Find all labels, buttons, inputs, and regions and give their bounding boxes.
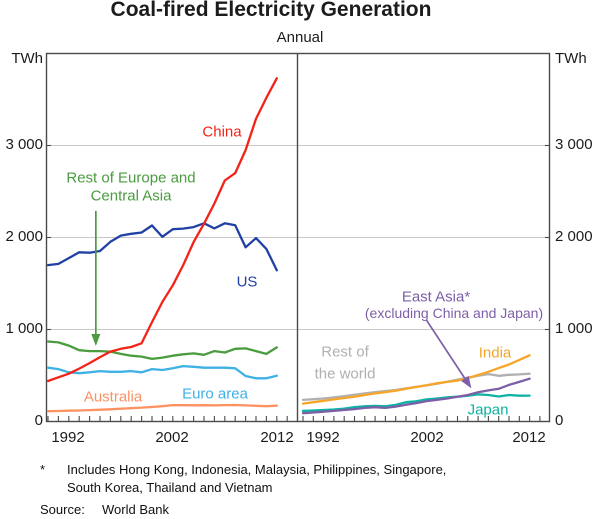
x-tick-label: 2002	[410, 429, 444, 446]
series-label-india: India	[478, 344, 512, 362]
footnote-marker: *	[40, 462, 46, 477]
y-tick-label: 1 000	[555, 320, 593, 337]
y-tick-label: 0	[34, 412, 43, 429]
x-tick-label: 2002	[155, 429, 189, 446]
series-label-east-asia-line1: East Asia*	[401, 288, 471, 306]
series-label-rest-world-line1: Rest of	[321, 343, 369, 361]
chart-subtitle: Annual	[276, 29, 324, 46]
series-label-japan: Japan	[467, 401, 509, 419]
series-label-rest-europe-line1: Rest of Europe and	[66, 169, 196, 187]
series-label-china: China	[202, 123, 242, 141]
footnote-line1: Includes Hong Kong, Indonesia, Malaysia,…	[67, 462, 447, 477]
y-axis-unit-left: TWh	[11, 50, 43, 67]
series-label-rest-world-line2: the world	[314, 365, 376, 383]
x-tick-label: 1992	[306, 429, 340, 446]
source-label: Source:	[40, 502, 85, 517]
y-tick-label: 3 000	[555, 136, 593, 153]
x-tick-label: 2012	[512, 429, 546, 446]
x-tick-label: 2012	[260, 429, 294, 446]
y-axis-unit-right: TWh	[555, 50, 587, 67]
series-label-us: US	[236, 273, 258, 291]
series-label-rest-europe-line2: Central Asia	[90, 187, 172, 205]
y-tick-label: 1 000	[5, 320, 43, 337]
chart-title: Coal-fired Electricity Generation	[110, 0, 432, 21]
footnote-text: Includes Hong Kong, Indonesia, Malaysia,…	[67, 461, 446, 497]
source-text: World Bank	[102, 502, 169, 517]
series-label-east-asia-line2: (excluding China and Japan)	[364, 305, 544, 321]
series-label-euro-area: Euro area	[182, 385, 248, 403]
y-tick-label: 2 000	[5, 228, 43, 245]
y-tick-label: 3 000	[5, 136, 43, 153]
footnote-line2: South Korea, Thailand and Vietnam	[67, 480, 273, 495]
x-tick-label: 1992	[51, 429, 85, 446]
y-tick-label: 0	[555, 412, 564, 429]
y-tick-label: 2 000	[555, 228, 593, 245]
series-label-australia: Australia	[83, 388, 143, 406]
